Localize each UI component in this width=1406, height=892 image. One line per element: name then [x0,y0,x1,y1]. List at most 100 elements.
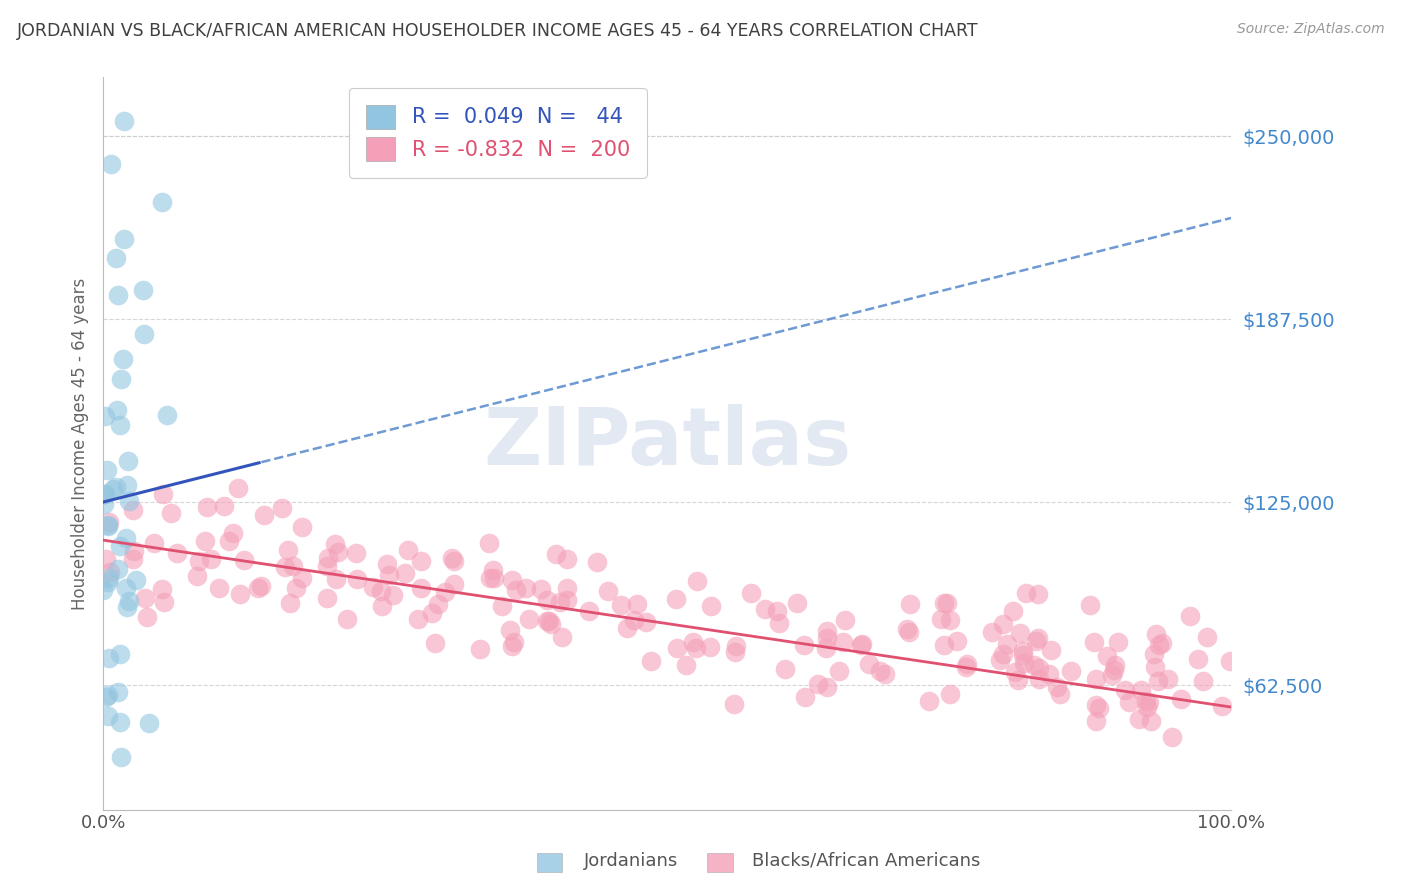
Point [991,617,1014,632]
Point [105,251,128,265]
Point [896,622,918,636]
Point [93,486,115,500]
Point [316,591,339,605]
Point [108,715,131,730]
Point [274,559,297,574]
Point [108,539,131,553]
Point [1085,672,1108,686]
Point [406,612,429,626]
Point [110,647,132,661]
Point [97,575,120,590]
Point [134,591,156,605]
Point [441,550,464,565]
Point [443,554,465,568]
Point [375,558,398,572]
Point [517,612,540,626]
Point [1010,625,1032,640]
Point [1135,694,1157,708]
Point [1012,656,1035,670]
Point [114,531,136,545]
Point [503,635,526,649]
Point [555,592,578,607]
Point [346,572,368,586]
Point [125,573,148,587]
Point [773,663,796,677]
Point [122,552,145,566]
Point [200,551,222,566]
Point [917,694,939,708]
Point [97,688,120,702]
Point [501,639,523,653]
Point [1087,701,1109,715]
Point [1078,598,1101,612]
Point [107,685,129,699]
Point [222,526,245,541]
Point [328,545,350,559]
Point [1004,665,1026,680]
Point [97,518,120,533]
Point [898,625,921,640]
Point [422,606,444,620]
Point [1101,668,1123,682]
Point [150,194,173,209]
Point [152,487,174,501]
Point [610,598,633,612]
Point [100,157,122,171]
Point [491,599,513,614]
Point [1102,663,1125,677]
Point [828,665,851,679]
Point [325,573,347,587]
Point [118,594,141,608]
Point [1150,636,1173,650]
Point [675,658,697,673]
Point [132,327,155,342]
Point [869,664,891,678]
Point [536,614,558,628]
Text: ZIPatlas: ZIPatlas [482,404,851,483]
Point [938,613,960,627]
Point [427,597,450,611]
Point [858,657,880,671]
Point [1195,630,1218,644]
Point [939,687,962,701]
Point [271,501,294,516]
Point [193,534,215,549]
Point [1146,674,1168,689]
Point [1007,673,1029,688]
Point [208,582,231,596]
Point [988,653,1011,667]
Point [1028,673,1050,687]
Point [278,596,301,610]
Point [1104,658,1126,673]
Point [409,581,432,595]
Legend: R =  0.049  N =   44, R = -0.832  N =  200: R = 0.049 N = 44, R = -0.832 N = 200 [349,87,647,178]
Point [371,599,394,613]
Point [218,533,240,548]
Point [1128,712,1150,726]
Point [557,552,579,566]
Point [815,680,838,694]
Point [724,645,747,659]
Point [132,283,155,297]
Point [1028,661,1050,675]
Point [1015,586,1038,600]
Point [699,640,721,655]
Point [585,555,607,569]
Point [378,568,401,582]
Point [370,584,392,599]
Point [955,660,977,674]
Point [995,637,1018,651]
Point [768,616,790,631]
Point [540,616,562,631]
Point [323,537,346,551]
Point [1097,648,1119,663]
Point [793,638,815,652]
Point [229,587,252,601]
Point [482,571,505,585]
Point [1157,672,1180,686]
Point [150,582,173,597]
Point [433,585,456,599]
Point [344,545,367,559]
Text: Source: ZipAtlas.com: Source: ZipAtlas.com [1237,22,1385,37]
Point [122,502,145,516]
